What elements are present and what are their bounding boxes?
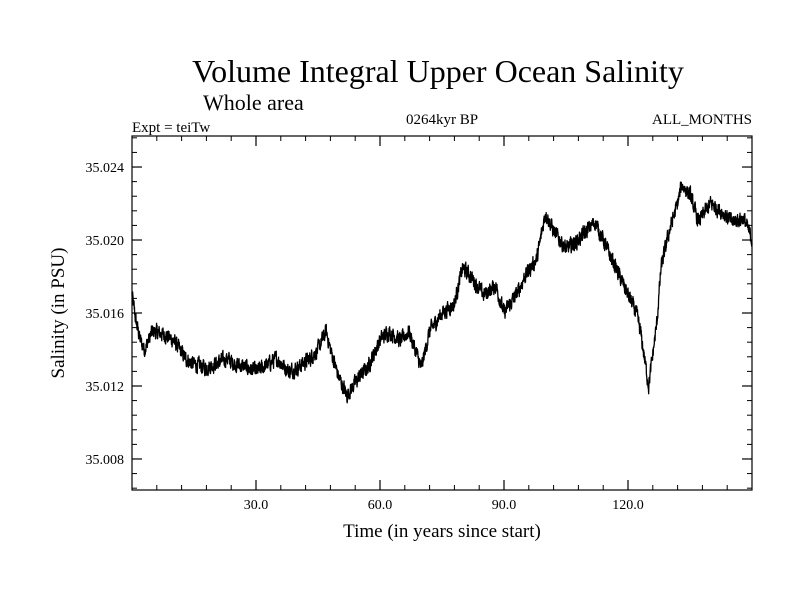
y-tick-label: 35.012 <box>86 380 125 395</box>
x-tick-label: 90.0 <box>492 498 517 513</box>
x-axis-label: Time (in years since start) <box>343 521 541 542</box>
data-series-group <box>131 181 753 404</box>
y-tick-label: 35.008 <box>86 453 125 468</box>
header-center: 0264kyr BP <box>406 112 478 128</box>
plot-frame <box>131 135 753 491</box>
chart-title: Volume Integral Upper Ocean Salinity <box>192 53 684 89</box>
y-axis-label: Salinity (in PSU) <box>48 248 69 379</box>
y-tick-label: 35.016 <box>86 307 125 322</box>
chart-subtitle: Whole area <box>203 90 304 115</box>
header-left: Expt = teiTw <box>132 120 210 136</box>
x-tick-label: 120.0 <box>612 498 644 513</box>
x-tick-label: 30.0 <box>244 498 269 513</box>
y-tick-label: 35.024 <box>86 161 125 176</box>
axis-ticks-group: 30.0 60.0 90.0 120.0 35.008 35.012 35.016 35.02… <box>86 136 752 513</box>
x-tick-label: 60.0 <box>368 498 393 513</box>
y-tick-label: 35.020 <box>86 234 125 249</box>
header-right: ALL_MONTHS <box>652 112 752 128</box>
series-line <box>131 181 753 404</box>
